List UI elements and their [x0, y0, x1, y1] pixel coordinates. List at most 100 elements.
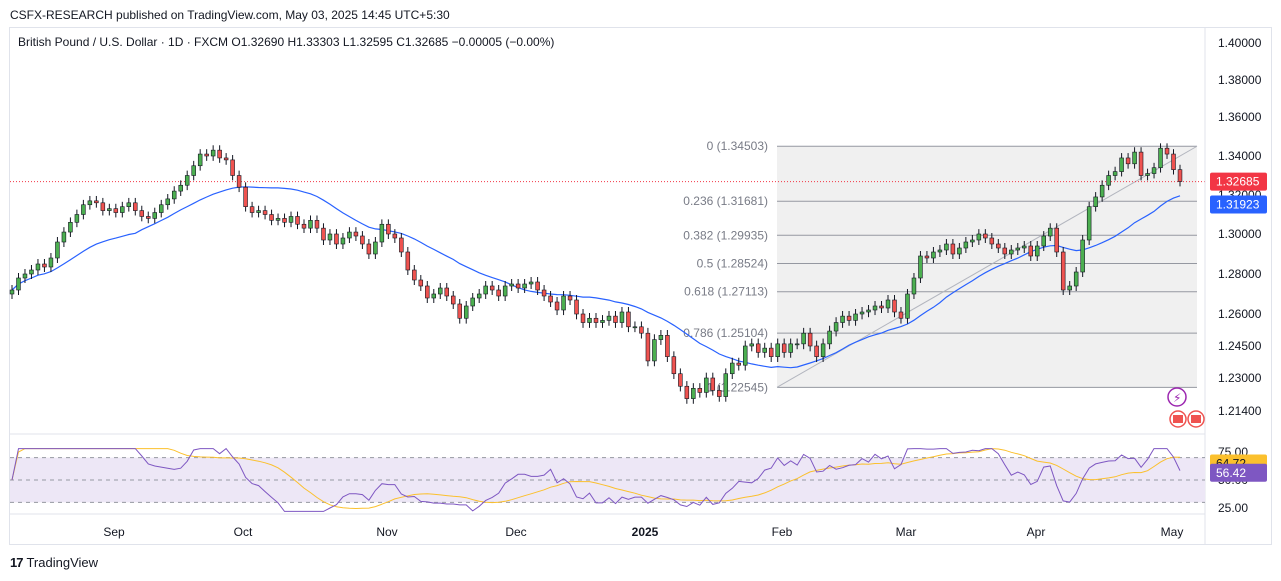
y-tick-label: 1.24500: [1218, 339, 1262, 353]
sma-badge: [1210, 195, 1267, 214]
candle-body: [165, 198, 170, 206]
last-price-text: 1.32685: [1216, 175, 1260, 189]
candle-body: [911, 277, 917, 295]
candle-body: [159, 204, 164, 213]
candle-body: [392, 233, 398, 239]
candle-body: [600, 320, 605, 323]
candle-body: [360, 235, 365, 245]
candle-body: [1041, 235, 1046, 247]
candle-body: [16, 277, 21, 291]
candle-body: [210, 149, 216, 157]
candle-body: [515, 283, 521, 289]
candle-body: [723, 373, 729, 397]
candle-body: [249, 206, 255, 213]
x-tick-label: Feb: [772, 525, 793, 539]
candle-body: [775, 343, 780, 357]
candle-body: [1093, 196, 1098, 207]
candle-body: [347, 231, 352, 239]
candle-body: [691, 388, 696, 399]
lightning-glyph: ⚡: [1173, 391, 1181, 405]
y-tick-label: 1.36000: [1218, 110, 1262, 124]
header-part: L: [343, 35, 350, 49]
candle-body: [645, 332, 651, 362]
x-tick-label: May: [1161, 525, 1184, 539]
candle-body: [606, 315, 612, 321]
y-tick-label: 1.23000: [1218, 371, 1262, 385]
candle-body: [496, 289, 501, 297]
candle-body: [833, 322, 839, 332]
candle-body: [61, 231, 67, 243]
candle-body: [412, 269, 417, 281]
candle-body: [970, 239, 975, 243]
candle-body: [807, 332, 813, 347]
candle-body: [918, 255, 923, 279]
candle-body: [327, 233, 333, 241]
candle-body: [879, 305, 884, 309]
header-part: 1.33303: [296, 35, 343, 49]
candle-body: [1145, 173, 1150, 176]
candle-body: [924, 255, 930, 259]
candle-body: [684, 385, 690, 399]
candle-body: [541, 289, 547, 297]
chart-frame: [9, 27, 1272, 545]
candle-body: [1067, 285, 1072, 291]
x-tick-label: Dec: [505, 525, 526, 539]
candle-body: [334, 233, 339, 245]
candle-body: [275, 218, 281, 221]
candle-body: [730, 362, 735, 375]
candle-body: [580, 313, 586, 323]
candle-body: [678, 373, 683, 387]
header-part: C: [396, 35, 405, 49]
y-tick-label: 1.21400: [1218, 404, 1262, 418]
candle-body: [120, 206, 125, 213]
candle-body: [762, 347, 767, 353]
candle-body: [781, 343, 787, 353]
candle-body: [697, 388, 703, 393]
header-part: 1.32690: [241, 35, 288, 49]
candle-body: [81, 204, 86, 215]
fib-level-label: 0.786 (1.25104): [683, 326, 768, 340]
candle-body: [457, 303, 462, 319]
candle-body: [373, 241, 378, 255]
fib-level-label: 0.382 (1.29935): [683, 228, 768, 242]
header-part: −0.00005 (−0.00%): [452, 35, 555, 49]
candle-body: [418, 279, 424, 287]
flag-stripes: [1191, 415, 1201, 423]
candle-body: [476, 293, 482, 299]
fib-level-label: 0.236 (1.31681): [683, 194, 768, 208]
candle-body: [321, 227, 326, 241]
rsi-value: 56.42: [1216, 466, 1246, 480]
candle-body: [658, 335, 664, 340]
candle-body: [567, 295, 573, 301]
candle-body: [1047, 227, 1053, 237]
candle-body: [814, 345, 819, 357]
candle-body: [652, 339, 657, 362]
x-tick-label: Mar: [896, 525, 917, 539]
candle-body: [1125, 157, 1131, 165]
candle-body: [489, 285, 495, 291]
header-part: 1.32595: [350, 35, 397, 49]
candle-body: [1132, 151, 1137, 165]
candle-body: [866, 309, 871, 313]
candle-body: [366, 243, 372, 255]
candle-body: [288, 216, 294, 223]
candle-body: [665, 335, 670, 357]
candle-body: [243, 186, 248, 207]
candle-body: [859, 311, 865, 315]
y-tick-label: 1.38000: [1218, 73, 1262, 87]
candle-body: [1028, 245, 1033, 257]
candle-body: [1112, 171, 1118, 176]
candle-body: [522, 283, 527, 289]
candle-body: [68, 222, 73, 233]
candle-body: [736, 362, 741, 366]
candle-body: [113, 208, 119, 213]
candle-body: [788, 343, 793, 353]
candle-body: [282, 218, 287, 223]
candle-body: [230, 159, 235, 176]
candle-body: [820, 343, 826, 357]
candle-body: [535, 281, 540, 291]
candle-body: [425, 285, 430, 299]
candle-body: [314, 220, 320, 229]
sma-line: [11, 186, 1181, 369]
